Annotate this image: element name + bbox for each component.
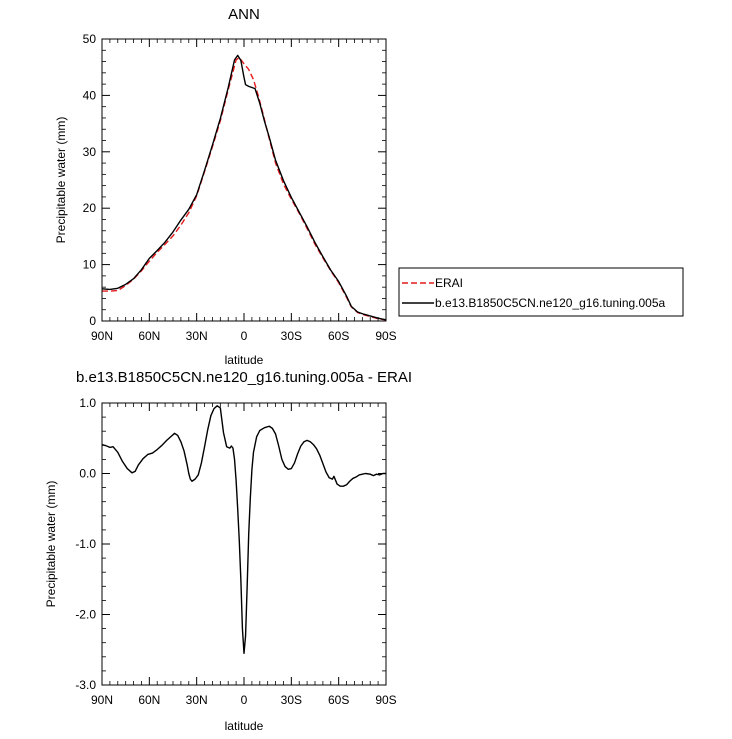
top-y-tick-label: 20 — [83, 201, 97, 215]
top-y-axis-label: Precipitable water (mm) — [54, 117, 68, 244]
bottom-chart-title: b.e13.B1850C5CN.ne120_g16.tuning.005a - … — [76, 369, 412, 386]
top-x-tick-label: 0 — [241, 329, 248, 343]
top-y-tick-label: 50 — [83, 32, 97, 46]
bottom-x-tick-label: 60S — [328, 693, 349, 707]
top-plot-frame — [101, 38, 387, 322]
top-chart-title: ANN — [228, 6, 260, 23]
legend-box — [398, 267, 684, 317]
top-x-axis-label: latitude — [225, 353, 264, 367]
top-x-tick-label: 30S — [281, 329, 302, 343]
bottom-x-tick-label: 30S — [281, 693, 302, 707]
bottom-panel: b.e13.B1850C5CN.ne120_g16.tuning.005a - … — [44, 369, 412, 733]
bottom-x-tick-label: 0 — [241, 693, 248, 707]
top-x-tick-label: 90S — [375, 329, 396, 343]
top-panel: ANN 90N 60N 30N 0 30S 60S 90S 0 10 20 30 40 50 latit… — [54, 6, 397, 367]
top-series-line-0 — [102, 56, 387, 321]
bottom-plot-area: 90N 60N 30N 0 30S 60S 90S 1.0 0.0 -1.0 -2.0 -3.0 — [75, 396, 396, 707]
top-x-tick-label: 30N — [186, 329, 208, 343]
bottom-series-line-0 — [101, 405, 386, 654]
top-series-line-1 — [101, 54, 387, 321]
top-x-tick-label: 90N — [91, 329, 113, 343]
top-y-tick-label: 0 — [89, 314, 96, 328]
top-y-tick-label: 10 — [83, 258, 97, 272]
bottom-x-tick-label: 90S — [375, 693, 396, 707]
top-x-tick-label: 60S — [328, 329, 349, 343]
bottom-x-axis-label: latitude — [225, 719, 264, 733]
legend-label-model: b.e13.B1850C5CN.ne120_g16.tuning.005a — [435, 296, 666, 310]
bottom-y-tick-label: -3.0 — [75, 678, 96, 692]
top-plot-area: 90N 60N 30N 0 30S 60S 90S 0 10 20 30 40 50 — [83, 32, 397, 343]
bottom-y-tick-label: 0.0 — [79, 467, 96, 481]
bottom-x-tick-label: 60N — [138, 693, 160, 707]
legend: ERAI b.e13.B1850C5CN.ne120_g16.tuning.00… — [398, 267, 684, 317]
bottom-plot-frame — [101, 402, 387, 686]
top-x-tick-label: 60N — [138, 329, 160, 343]
bottom-x-tick-label: 30N — [186, 693, 208, 707]
bottom-y-tick-label: -1.0 — [75, 537, 96, 551]
top-y-tick-label: 30 — [83, 145, 97, 159]
bottom-y-tick-label: -2.0 — [75, 608, 96, 622]
bottom-y-axis-label: Precipitable water (mm) — [44, 481, 58, 608]
bottom-y-tick-label: 1.0 — [79, 396, 96, 410]
bottom-x-tick-label: 90N — [91, 693, 113, 707]
legend-label-erai: ERAI — [435, 276, 463, 290]
top-y-tick-label: 40 — [83, 88, 97, 102]
